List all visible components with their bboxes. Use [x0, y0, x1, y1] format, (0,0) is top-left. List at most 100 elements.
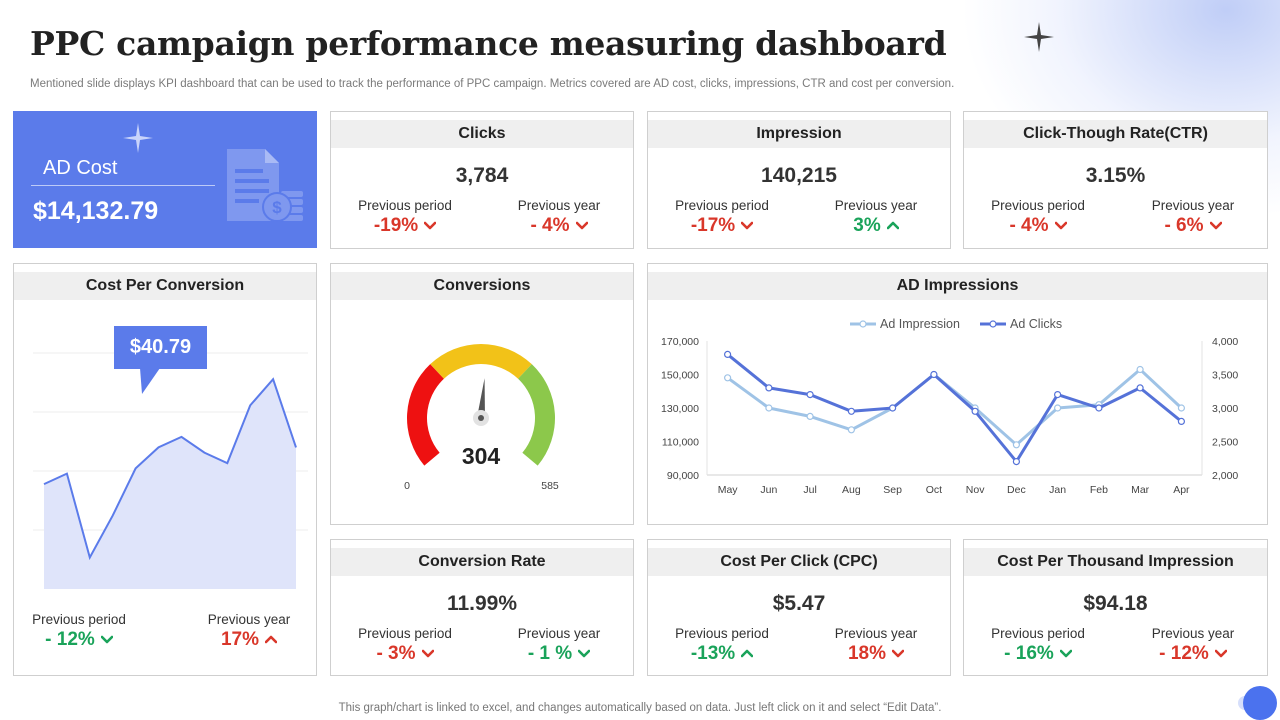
ctr-card: Click-Though Rate(CTR) 3.15% Previous peri…	[963, 111, 1268, 249]
chevron-down-icon	[1054, 215, 1067, 237]
divider	[31, 185, 215, 186]
x-tick: Jul	[803, 484, 816, 496]
x-tick: Apr	[1173, 484, 1190, 496]
series-point	[971, 407, 979, 415]
gauge-band-0	[407, 364, 444, 466]
card-title: Conversion Rate	[331, 548, 633, 576]
chevron-down-icon	[423, 215, 437, 237]
gauge-band-2	[518, 364, 555, 466]
chevron-down-icon	[740, 215, 754, 237]
area-line	[43, 377, 297, 561]
gauge-min-label: 0	[404, 480, 410, 492]
y-tick-right: 4,000	[1212, 336, 1238, 348]
previous-period-label: Previous period	[358, 626, 452, 641]
series-point	[806, 412, 814, 420]
x-tick: May	[718, 484, 739, 496]
card-title: Impression	[648, 120, 950, 148]
gauge-value: 304	[462, 443, 501, 469]
x-tick: Nov	[966, 484, 985, 496]
card-title: AD Impressions	[648, 272, 1267, 300]
gauge-band-1	[430, 344, 532, 379]
kpi-value: $94.18	[1083, 592, 1148, 615]
previous-period-value: - 4%	[978, 215, 1098, 237]
previous-period: Previous period - 12%	[19, 612, 139, 651]
ad-cost-card: AD Cost $14,132.79 $	[13, 111, 317, 248]
gauge-max-label: 585	[541, 480, 559, 492]
previous-year: Previous year - 4%	[499, 198, 619, 237]
kpi-value: 3.15%	[1085, 164, 1146, 187]
card-title: Clicks	[331, 120, 633, 148]
legend-marker	[989, 320, 997, 328]
conversion-rate-card: Conversion Rate 11.99% Previous period - 3%…	[330, 539, 634, 676]
previous-year-label: Previous year	[517, 626, 601, 641]
previous-year-value: - 6%	[1133, 215, 1253, 237]
impression-card: Impression 140,215 Previous period -17% Prev…	[647, 111, 951, 249]
series-point	[765, 404, 773, 412]
series-point	[1095, 404, 1103, 412]
y-tick-right: 2,000	[1212, 470, 1238, 482]
kpi-value: 11.99%	[446, 592, 518, 615]
previous-period-value: - 16%	[978, 643, 1098, 665]
x-tick: Dec	[1007, 484, 1026, 496]
previous-period-value: -13%	[662, 643, 782, 665]
card-title: Cost Per Thousand Impression	[964, 548, 1267, 576]
previous-period-value: -19%	[345, 215, 465, 237]
previous-year: Previous year 18%	[816, 626, 936, 665]
x-tick: Jan	[1049, 484, 1066, 496]
series-point	[765, 384, 773, 392]
previous-year: Previous year 3%	[816, 198, 936, 237]
x-tick: Mar	[1131, 484, 1150, 496]
cost-per-conversion-area-chart	[33, 352, 308, 589]
chevron-up-icon	[740, 643, 754, 665]
series-point	[847, 407, 855, 415]
x-tick: Aug	[842, 484, 861, 496]
previous-period: Previous period -17%	[662, 198, 782, 237]
previous-year: Previous year 17%	[189, 612, 309, 651]
previous-year: Previous year - 1 %	[499, 626, 619, 665]
x-tick: Jun	[760, 484, 777, 496]
legend-marker	[859, 320, 867, 328]
previous-period: Previous period -13%	[662, 626, 782, 665]
previous-year-value: - 12%	[1133, 643, 1253, 665]
previous-period-label: Previous period	[358, 198, 452, 213]
y-tick-left: 90,000	[667, 470, 699, 482]
page-title: PPC campaign performance measuring dashb…	[30, 24, 947, 63]
previous-year-value: 17%	[189, 629, 309, 651]
series-point	[1136, 365, 1144, 374]
previous-year: Previous year - 6%	[1133, 198, 1253, 237]
gauge-hub-center	[478, 415, 484, 421]
series-point	[1177, 404, 1186, 412]
legend-label: Ad Clicks	[1010, 317, 1062, 331]
previous-year: Previous year - 12%	[1133, 626, 1253, 665]
chevron-down-icon	[1214, 643, 1228, 665]
card-title: Cost Per Conversion	[14, 272, 316, 300]
previous-year-value: 3%	[816, 215, 936, 237]
conversions-gauge: 304 0 585	[404, 344, 559, 492]
gauge-needle	[477, 378, 485, 419]
y-tick-left: 110,000	[662, 437, 699, 449]
previous-period: Previous period - 4%	[978, 198, 1098, 237]
series-point	[889, 404, 897, 412]
previous-year-label: Previous year	[1151, 626, 1235, 641]
chevron-up-icon	[886, 215, 900, 237]
series-point	[1177, 417, 1186, 425]
previous-period: Previous period -19%	[345, 198, 465, 237]
series-point	[723, 350, 732, 359]
cpc-card: Cost Per Click (CPC) $5.47 Previous period…	[647, 539, 951, 676]
series-point	[1054, 391, 1062, 399]
series-point	[1012, 458, 1020, 466]
chevron-down-icon	[100, 629, 114, 651]
previous-year-label: Previous year	[834, 626, 918, 641]
previous-year-value: - 1 %	[499, 643, 619, 665]
previous-year-label: Previous year	[207, 612, 291, 627]
series-point	[806, 391, 814, 399]
y-tick-right: 2,500	[1212, 437, 1238, 449]
previous-period-value: -17%	[662, 215, 782, 237]
footer-note: This graph/chart is linked to excel, and…	[338, 702, 942, 714]
previous-year-value: 18%	[816, 643, 936, 665]
y-tick-left: 130,000	[661, 403, 699, 415]
ad-cost-label: AD Cost	[43, 157, 118, 179]
x-tick: Oct	[926, 484, 942, 496]
series-point	[847, 426, 855, 434]
sparkle-icon	[123, 123, 153, 153]
